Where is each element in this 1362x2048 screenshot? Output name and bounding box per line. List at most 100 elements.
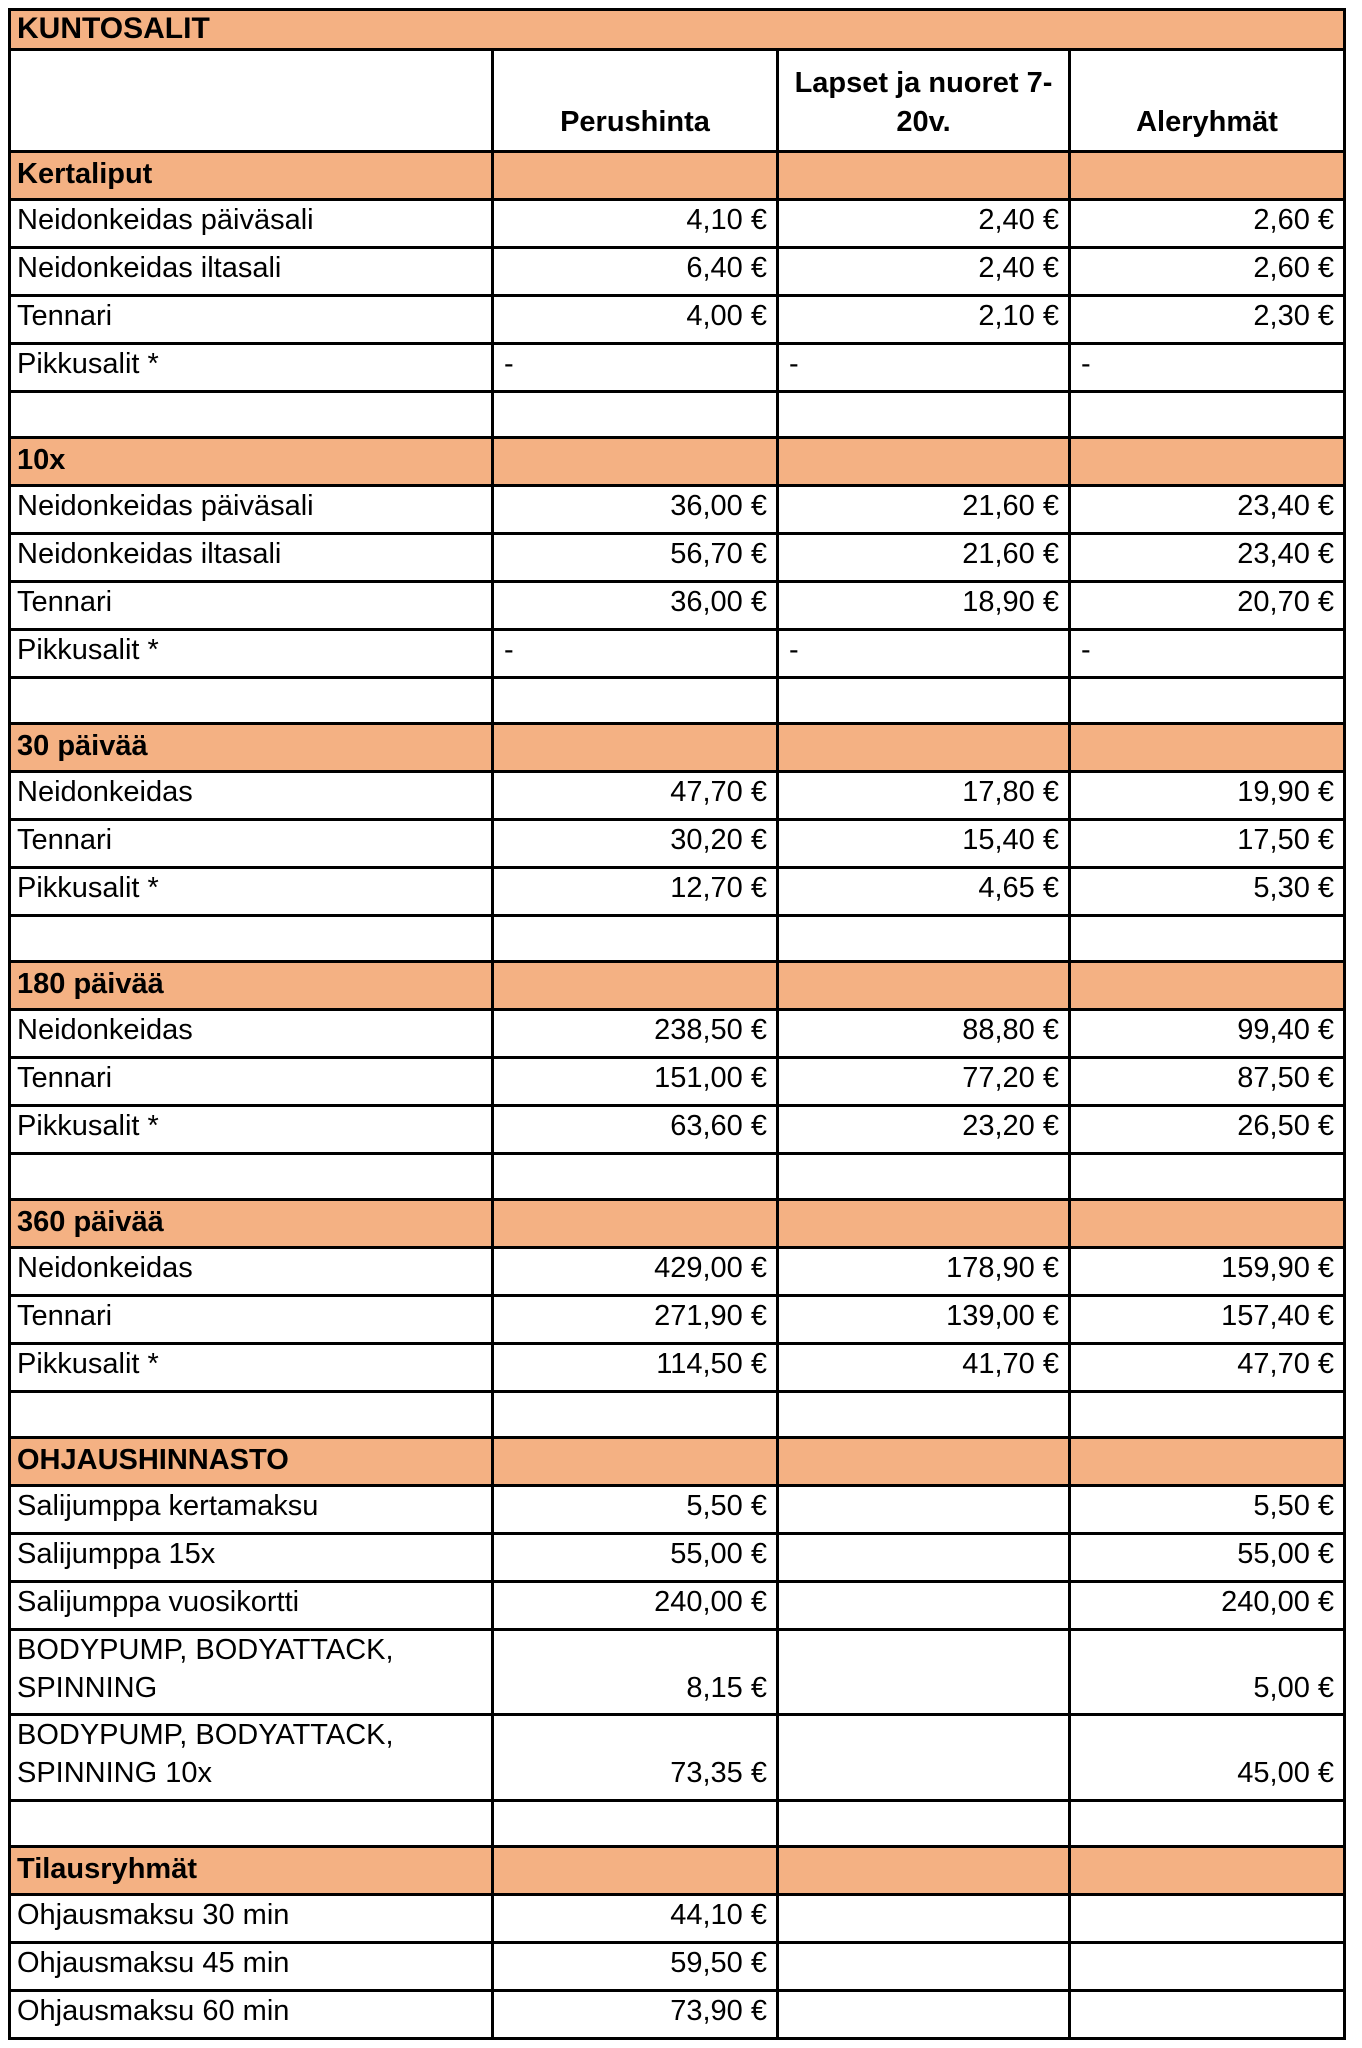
price-cell: 23,40 €: [1067, 484, 1347, 535]
table-row: Ohjausmaksu 60 min 73,90 €: [8, 1988, 1347, 2040]
empty-cell: [1067, 1152, 1347, 1201]
row-label: Salijumppa 15x: [8, 1532, 494, 1583]
col-header-aleryhmat: Aleryhmät: [1067, 48, 1347, 153]
row-label: Tennari: [8, 1056, 494, 1107]
row-label: Pikkusalit *: [8, 866, 494, 917]
row-label: Ohjausmaksu 60 min: [8, 1988, 494, 2040]
row-label: Tennari: [8, 294, 494, 345]
section-header-spacer: [1067, 722, 1347, 773]
table-row: Ohjausmaksu 45 min 59,50 €: [8, 1940, 1347, 1992]
price-cell: 5,50 €: [1067, 1484, 1347, 1535]
table-row: Tennari 30,20 €15,40 €17,50 €: [8, 818, 1347, 869]
empty-cell: [776, 390, 1071, 439]
empty-cell: [491, 390, 779, 439]
table-row: BODYPUMP, BODYATTACK, SPINNING 8,15 € 5,00…: [8, 1627, 1347, 1717]
price-cell: 17,50 €: [1067, 818, 1347, 869]
row-label: Salijumppa vuosikortti: [8, 1580, 494, 1631]
section-header-spacer: [1067, 436, 1347, 487]
section-header-360-päivää: 360 päivää: [8, 1198, 494, 1249]
price-cell: [776, 1580, 1071, 1631]
section-header-tilausryhmät: Tilausryhmät: [8, 1844, 494, 1896]
row-label: Ohjausmaksu 45 min: [8, 1940, 494, 1992]
price-cell: [776, 1484, 1071, 1535]
kuntosalit-price-table: KUNTOSALIT Perushinta Lapset ja nuoret 7…: [7, 8, 1347, 2040]
price-cell: 77,20 €: [776, 1056, 1071, 1107]
section-row-kertaliput: Kertaliput: [8, 150, 1347, 201]
table-row: Neidonkeidas päiväsali 36,00 €21,60 €23,4…: [8, 484, 1347, 535]
price-cell: 26,50 €: [1067, 1104, 1347, 1155]
section-header-spacer: [491, 436, 779, 487]
col-header-perushinta: Perushinta: [491, 48, 779, 153]
price-cell: 36,00 €: [491, 580, 779, 631]
empty-cell: [1067, 676, 1347, 725]
price-cell: 56,70 €: [491, 532, 779, 583]
price-cell: 88,80 €: [776, 1008, 1071, 1059]
page-title: KUNTOSALIT: [7, 8, 1347, 51]
table-row: Pikkusalit * 12,70 €4,65 €5,30 €: [8, 866, 1347, 917]
price-cell: 99,40 €: [1067, 1008, 1347, 1059]
price-cell: 59,50 €: [491, 1940, 779, 1992]
price-cell: [1067, 1988, 1347, 2040]
price-cell: 114,50 €: [491, 1342, 779, 1393]
row-label: Pikkusalit *: [8, 628, 494, 679]
empty-cell: [776, 676, 1071, 725]
price-cell: 2,40 €: [776, 198, 1071, 249]
price-cell: 47,70 €: [1067, 1342, 1347, 1393]
price-cell: 17,80 €: [776, 770, 1071, 821]
section-header-ohjaushinnasto: OHJAUSHINNASTO: [8, 1436, 494, 1487]
table-row: Neidonkeidas iltasali 56,70 €21,60 €23,40…: [8, 532, 1347, 583]
price-cell: 4,65 €: [776, 866, 1071, 917]
price-cell: 44,10 €: [491, 1892, 779, 1944]
separator-row: [8, 1390, 1347, 1439]
section-header-spacer: [491, 960, 779, 1011]
section-header-spacer: [776, 722, 1071, 773]
empty-cell: [776, 1798, 1071, 1848]
section-header-spacer: [776, 1844, 1071, 1896]
row-label: Ohjausmaksu 30 min: [8, 1892, 494, 1944]
empty-cell: [776, 914, 1071, 963]
section-row-180-päivää: 180 päivää: [8, 960, 1347, 1011]
price-cell: 41,70 €: [776, 1342, 1071, 1393]
price-cell: 2,40 €: [776, 246, 1071, 297]
price-cell: 47,70 €: [491, 770, 779, 821]
column-header-row: Perushinta Lapset ja nuoret 7-20v. Alery…: [8, 48, 1347, 153]
price-cell: 240,00 €: [1067, 1580, 1347, 1631]
price-cell: 21,60 €: [776, 532, 1071, 583]
empty-cell: [491, 676, 779, 725]
price-cell: 63,60 €: [491, 1104, 779, 1155]
table-row: Salijumppa 15x 55,00 €55,00 €: [8, 1532, 1347, 1583]
section-header-spacer: [491, 722, 779, 773]
section-header-spacer: [1067, 1436, 1347, 1487]
section-header-spacer: [776, 150, 1071, 201]
price-cell: 151,00 €: [491, 1056, 779, 1107]
price-cell: 2,10 €: [776, 294, 1071, 345]
empty-cell: [8, 390, 494, 439]
section-header-spacer: [776, 1436, 1071, 1487]
price-cell: [776, 1940, 1071, 1992]
price-cell: -: [776, 628, 1071, 679]
table-row: Pikkusalit * 63,60 €23,20 €26,50 €: [8, 1104, 1347, 1155]
price-cell: 157,40 €: [1067, 1294, 1347, 1345]
section-header-30-päivää: 30 päivää: [8, 722, 494, 773]
separator-row: [8, 1798, 1347, 1848]
price-cell: 2,60 €: [1067, 198, 1347, 249]
table-row: Neidonkeidas 429,00 €178,90 €159,90 €: [8, 1246, 1347, 1297]
empty-cell: [8, 676, 494, 725]
empty-cell: [776, 1390, 1071, 1439]
section-header-spacer: [1067, 1198, 1347, 1249]
table-row: Tennari 271,90 €139,00 €157,40 €: [8, 1294, 1347, 1345]
section-header-spacer: [1067, 150, 1347, 201]
table-row: Tennari 4,00 €2,10 €2,30 €: [8, 294, 1347, 345]
price-cell: 18,90 €: [776, 580, 1071, 631]
price-cell: 6,40 €: [491, 246, 779, 297]
price-cell: [1067, 1940, 1347, 1992]
price-cell: 36,00 €: [491, 484, 779, 535]
price-cell: 159,90 €: [1067, 1246, 1347, 1297]
empty-cell: [491, 1390, 779, 1439]
row-label: Pikkusalit *: [8, 1342, 494, 1393]
price-cell: 2,30 €: [1067, 294, 1347, 345]
section-header-spacer: [491, 1198, 779, 1249]
section-header-180-päivää: 180 päivää: [8, 960, 494, 1011]
price-cell: 87,50 €: [1067, 1056, 1347, 1107]
